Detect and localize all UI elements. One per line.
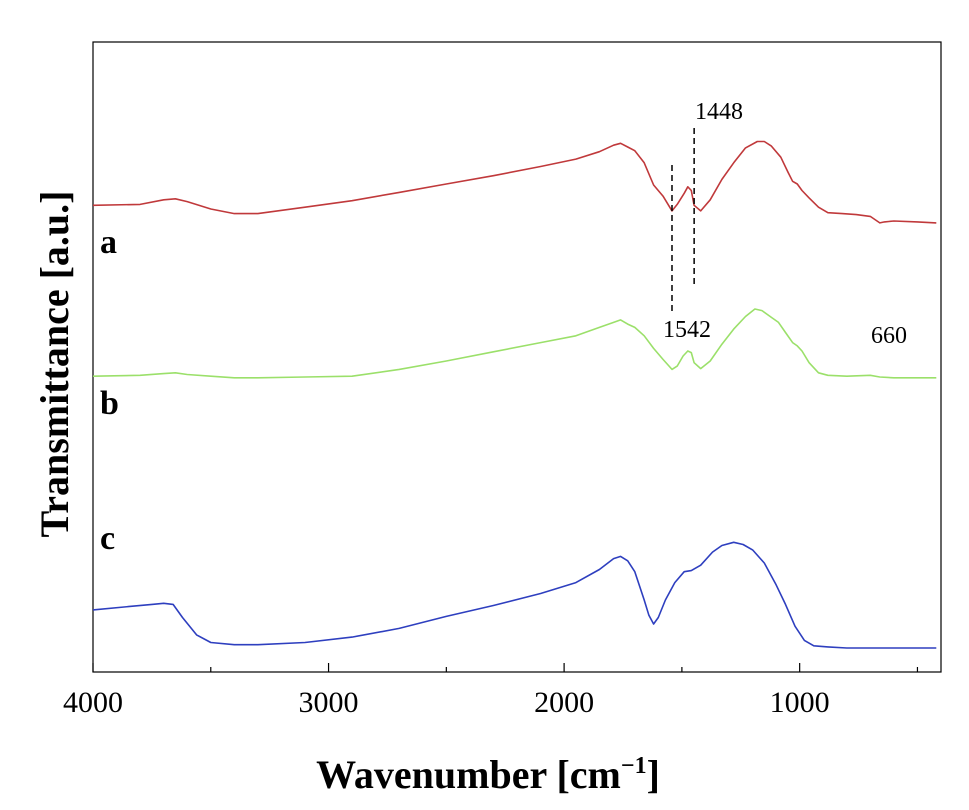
x-axis-title-main: Wavenumber [cm bbox=[316, 752, 621, 797]
x-tick-label-2000: 2000 bbox=[534, 686, 594, 719]
x-axis-title-sup: −1 bbox=[621, 753, 647, 779]
x-tick-label-3000: 3000 bbox=[299, 686, 359, 719]
plot-frame bbox=[92, 41, 942, 673]
annotation-1448: 1448 bbox=[695, 99, 743, 125]
series-line-b bbox=[92, 308, 937, 379]
x-axis-ticks: 4000 3000 2000 1000 bbox=[63, 663, 919, 719]
annotation-1542: 1542 bbox=[663, 317, 711, 343]
peak-markers bbox=[671, 128, 695, 312]
series-label-b: b bbox=[100, 385, 119, 422]
y-axis-title: Transmittance [a.u.] bbox=[32, 191, 77, 538]
series-line-c bbox=[92, 541, 937, 649]
x-tick-label-4000: 4000 bbox=[63, 686, 123, 719]
annotation-660: 660 bbox=[871, 323, 907, 349]
x-tick-label-1000: 1000 bbox=[770, 686, 830, 719]
series-line-a bbox=[92, 140, 937, 224]
series-layer bbox=[92, 140, 937, 649]
series-label-c: c bbox=[100, 520, 115, 557]
x-axis-title-close: ] bbox=[647, 752, 660, 797]
x-axis-title: Wavenumber [cm−1] bbox=[316, 752, 660, 797]
series-label-a: a bbox=[100, 224, 117, 261]
